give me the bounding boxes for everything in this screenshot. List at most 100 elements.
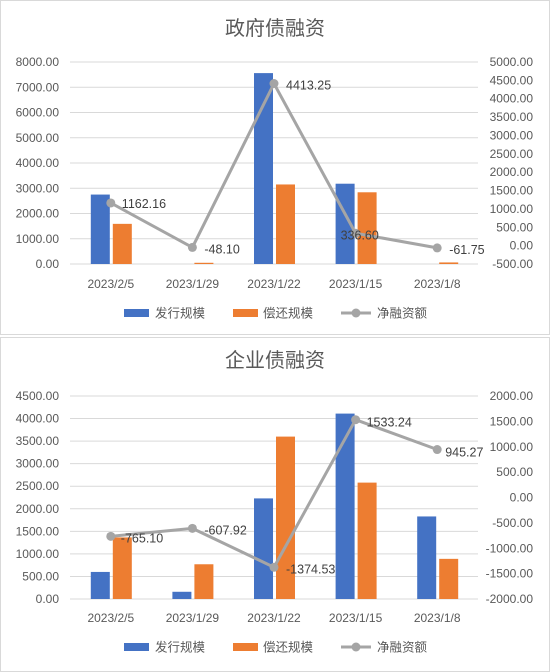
y-axis-tick-label: 8000.00: [16, 55, 60, 69]
bar-repayment: [276, 184, 295, 264]
bar-repayment: [357, 192, 377, 264]
net-financing-point: [269, 79, 279, 89]
y-axis-tick-label: 1000.00: [16, 232, 60, 246]
y2-axis-tick-label: 0.00: [510, 491, 534, 505]
chart-title: 企业债融资: [225, 349, 325, 372]
net-financing-point: [187, 242, 197, 252]
legend-label: 发行规模: [155, 306, 206, 321]
data-label: 4413.25: [286, 79, 331, 93]
x-axis-tick-label: 2023/1/29: [166, 611, 220, 625]
legend-label: 偿还规模: [263, 640, 314, 655]
bar-repayment: [439, 262, 459, 264]
legend-swatch: [124, 643, 149, 651]
legend-marker: [351, 642, 361, 652]
y2-axis-tick-label: -1000.00: [486, 541, 534, 555]
y2-axis-tick-label: 500.00: [496, 220, 533, 234]
legend-label: 偿还规模: [263, 306, 314, 321]
legend-swatch: [124, 309, 149, 317]
bar-issuance: [417, 516, 437, 599]
x-axis-tick-label: 2023/1/8: [414, 277, 461, 291]
y-axis-tick-label: 4000.00: [16, 412, 60, 426]
net-financing-point: [351, 228, 361, 238]
net-financing-point: [106, 531, 116, 541]
x-axis-tick-label: 2023/1/15: [329, 611, 383, 625]
net-financing-point: [432, 445, 442, 455]
y2-axis-tick-label: -500.00: [492, 516, 533, 530]
y-axis-tick-label: 6000.00: [16, 106, 60, 120]
net-financing-point: [432, 243, 442, 253]
legend-swatch: [233, 309, 258, 317]
y-axis-tick-label: 500.00: [22, 569, 59, 583]
bar-repayment: [112, 537, 132, 599]
legend-label: 净融资额: [377, 641, 428, 655]
data-label: 1162.16: [122, 197, 166, 211]
net-financing-point: [106, 198, 116, 208]
y-axis-tick-label: 3500.00: [16, 434, 60, 448]
government-bond-financing-chart: 政府债融资 0.00 1000.00 2000.00 3000.00 4000.00 500…: [0, 0, 550, 335]
y2-axis-tick-label: 3500.00: [490, 110, 534, 124]
bar-repayment: [112, 223, 132, 264]
bar-repayment: [194, 564, 214, 599]
y-axis-tick-label: 7000.00: [16, 80, 60, 94]
net-financing-point: [351, 415, 361, 425]
bar-repayment: [357, 482, 377, 599]
bar-repayment: [276, 436, 295, 599]
y2-axis-tick-label: -2000.00: [486, 592, 534, 606]
x-axis-tick-label: 2023/2/5: [87, 611, 134, 625]
bar-issuance: [335, 413, 355, 599]
y2-axis-tick-label: 1500.00: [490, 184, 534, 198]
y2-axis-tick-label: 1500.00: [490, 414, 534, 428]
y-axis-tick-label: 3000.00: [16, 457, 60, 471]
legend-label: 发行规模: [155, 640, 206, 655]
y2-axis-tick-label: 5000.00: [490, 55, 534, 69]
bar-issuance: [90, 194, 110, 264]
y2-axis-tick-label: 1000.00: [490, 440, 534, 454]
data-label: -765.10: [121, 531, 163, 545]
y2-axis-tick-label: -1500.00: [486, 567, 534, 581]
y-axis-tick-label: 2000.00: [16, 502, 60, 516]
chart-title: 政府债融资: [225, 17, 325, 40]
data-label: -607.92: [204, 523, 246, 537]
x-axis-tick-label: 2023/1/22: [247, 611, 301, 625]
net-financing-point: [269, 562, 279, 572]
y2-axis-tick-label: 2000.00: [490, 389, 534, 403]
legend-marker: [351, 308, 361, 318]
y-axis-tick-label: 1500.00: [16, 524, 60, 538]
legend-swatch: [233, 643, 258, 651]
bar-issuance: [172, 591, 192, 599]
y2-axis-tick-label: 500.00: [496, 465, 533, 479]
y-axis-tick-label: 2500.00: [16, 479, 60, 493]
x-axis-tick-label: 2023/1/29: [166, 277, 220, 291]
data-label: -61.75: [449, 243, 484, 257]
y-axis-tick-label: 2000.00: [16, 207, 60, 221]
y2-axis-tick-label: -500.00: [492, 257, 533, 271]
y-axis-tick-label: 0.00: [36, 257, 60, 271]
x-axis-tick-label: 2023/2/5: [87, 277, 134, 291]
x-axis-tick-label: 2023/1/8: [414, 611, 461, 625]
y-axis-tick-label: 5000.00: [16, 131, 60, 145]
chart-panel: [0, 337, 550, 672]
y-axis-tick-label: 1000.00: [16, 547, 60, 561]
data-label: -48.10: [204, 242, 239, 256]
y-axis-tick-label: 3000.00: [16, 181, 60, 195]
bar-issuance: [254, 498, 273, 599]
data-label: -1374.53: [286, 562, 335, 576]
y2-axis-tick-label: 0.00: [510, 239, 534, 253]
y2-axis-tick-label: 3000.00: [490, 128, 534, 142]
x-axis-tick-label: 2023/1/15: [329, 277, 383, 291]
y2-axis-tick-label: 1000.00: [490, 202, 534, 216]
chart-panel: [0, 0, 550, 335]
net-financing-point: [187, 523, 197, 533]
data-label: 945.27: [445, 446, 483, 460]
data-label: 1533.24: [367, 416, 412, 430]
y2-axis-tick-label: 2000.00: [490, 165, 534, 179]
x-axis-tick-label: 2023/1/22: [247, 277, 301, 291]
bar-issuance: [90, 571, 110, 599]
bar-repayment: [439, 558, 459, 599]
bar-issuance: [254, 73, 273, 264]
legend-label: 净融资额: [377, 307, 428, 321]
y-axis-tick-label: 4000.00: [16, 156, 60, 170]
bar-repayment: [194, 262, 214, 264]
corporate-bond-financing-chart: 企业债融资 0.00 500.00 1000.00 1500.00 2000.00 2500…: [0, 337, 550, 672]
